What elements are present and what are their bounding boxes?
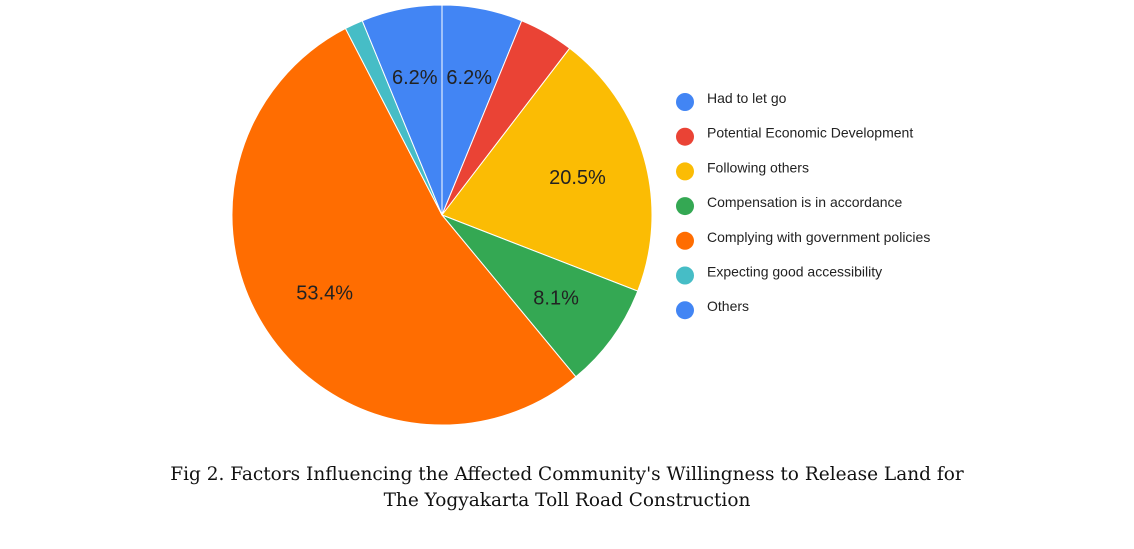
slice-label-complying-with-government-policies: 53.4% xyxy=(296,283,353,305)
chart-legend: Had to let go Potential Economic Developm… xyxy=(676,90,930,320)
legend-label-complying-with-government-policies: Complying with government policies xyxy=(707,229,930,245)
legend-swatch-potential-economic-development xyxy=(676,127,694,146)
figure-caption-line-2: The Yogyakarta Toll Road Construction xyxy=(383,490,751,511)
slice-label-others: 6.2% xyxy=(392,67,438,89)
legend-label-compensation-is-in-accordance: Compensation is in accordance xyxy=(707,194,903,210)
slice-label-following-others: 20.5% xyxy=(549,167,606,189)
legend-swatch-others xyxy=(676,301,694,320)
legend-swatch-following-others xyxy=(676,162,694,181)
pie-slice-labels: 6.2% 20.5% 8.1% 53.4% 6.2% xyxy=(296,67,606,309)
figure-caption: Fig 2. Factors Influencing the Affected … xyxy=(0,462,1134,514)
pie-slice-others xyxy=(361,4,443,216)
legend-label-others: Others xyxy=(707,298,749,314)
pie-slice-complying-with-government-policies xyxy=(231,27,577,426)
slice-label-had-to-let-go: 6.2% xyxy=(446,67,492,89)
figure-caption-line-1: Fig 2. Factors Influencing the Affected … xyxy=(170,464,964,485)
legend-label-had-to-let-go: Had to let go xyxy=(707,90,787,106)
legend-swatch-expecting-good-accessibility xyxy=(676,266,694,285)
pie-slice-following-others xyxy=(441,47,653,292)
legend-label-expecting-good-accessibility: Expecting good accessibility xyxy=(707,264,882,280)
legend-swatch-complying-with-government-policies xyxy=(676,231,694,250)
legend-label-following-others: Following others xyxy=(707,159,809,175)
legend-swatch-had-to-let-go xyxy=(676,93,694,111)
pie-slice-compensation-is-in-accordance xyxy=(440,213,639,378)
legend-swatch-compensation-is-in-accordance xyxy=(676,197,694,216)
legend-label-potential-economic-development: Potential Economic Development xyxy=(707,125,913,141)
pie-slices xyxy=(231,4,653,426)
slice-label-compensation-is-in-accordance: 8.1% xyxy=(533,287,579,309)
